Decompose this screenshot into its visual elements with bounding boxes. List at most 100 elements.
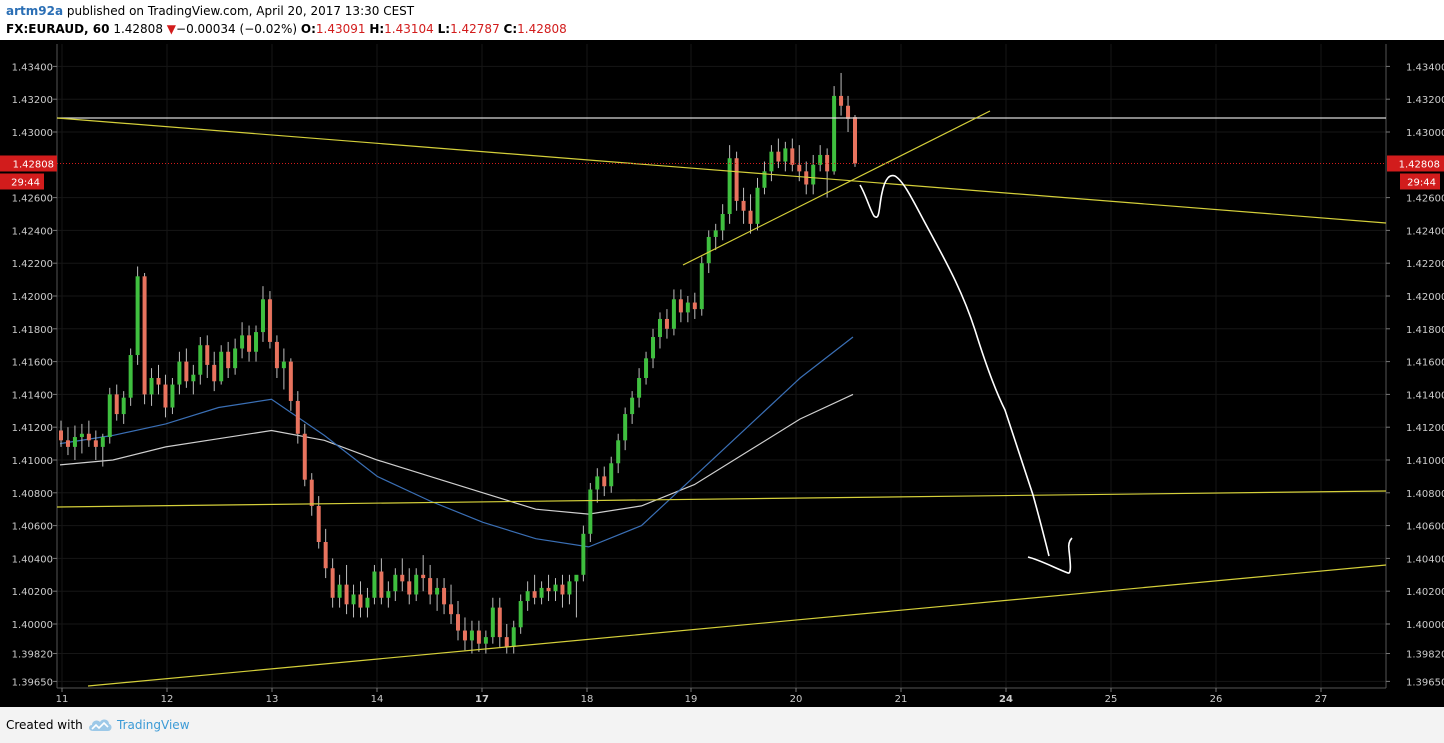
last-price-tag-left <box>0 155 57 172</box>
candle-body <box>149 378 154 395</box>
candle <box>476 620 481 652</box>
candle-body <box>163 384 168 408</box>
candle-body <box>511 627 516 647</box>
candle <box>734 151 739 211</box>
candle-body <box>212 364 217 382</box>
candle-body <box>365 597 370 608</box>
candle-body <box>839 95 844 106</box>
tradingview-cloud-icon[interactable] <box>87 716 113 734</box>
candle <box>212 351 217 392</box>
candle <box>163 374 168 418</box>
candle <box>65 427 70 456</box>
candle-body <box>386 591 391 598</box>
last-price-tag-right-value: 1.42808 <box>1399 159 1440 170</box>
candle <box>469 620 474 654</box>
high-value: 1.43104 <box>384 22 434 36</box>
candle <box>93 430 98 460</box>
chart-header: artm92a published on TradingView.com, Ap… <box>0 0 1444 40</box>
candle <box>755 177 760 231</box>
publish-info: artm92a published on TradingView.com, Ap… <box>6 4 414 18</box>
candle-body <box>483 637 488 644</box>
candle <box>574 574 579 618</box>
candle <box>560 574 565 608</box>
candle <box>191 364 196 395</box>
horizontal-support-line[interactable] <box>56 490 1387 508</box>
candle-body <box>421 574 426 579</box>
candle-body <box>65 440 70 447</box>
candle <box>664 309 669 339</box>
candle <box>407 568 412 605</box>
tradingview-link[interactable]: TradingView <box>117 718 190 732</box>
candle <box>288 358 293 411</box>
candle-body <box>497 607 502 638</box>
candle <box>198 337 203 385</box>
low-label: L: <box>437 22 451 36</box>
low-value: 1.42787 <box>450 22 500 36</box>
grid <box>57 44 1386 688</box>
candle <box>727 145 732 224</box>
candle <box>539 581 544 605</box>
y-tick-label-right: 1.40200 <box>1406 587 1444 598</box>
x-tick-label: 13 <box>266 694 279 705</box>
open-value: 1.43091 <box>315 22 366 36</box>
candle-body <box>191 374 196 382</box>
price-chart[interactable]: 1.43400 1.43400 1.43200 1.43200 1.43000 1.430… <box>0 40 1444 707</box>
candle <box>497 597 502 647</box>
candle-body <box>400 574 405 582</box>
candle <box>532 574 537 605</box>
x-tick-label: 25 <box>1105 694 1118 705</box>
candle-body <box>623 414 628 441</box>
x-tick-label: 26 <box>1210 694 1223 705</box>
candle <box>400 558 405 592</box>
lower-support-trendline[interactable] <box>87 564 1387 687</box>
y-tick-label-right: 1.41600 <box>1406 358 1444 369</box>
candle <box>602 466 607 497</box>
candle-body <box>177 361 182 385</box>
candle-body <box>804 171 809 185</box>
candle-body <box>267 299 272 342</box>
candle-body <box>435 587 440 595</box>
candle-body <box>664 318 669 329</box>
candle <box>678 289 683 323</box>
y-tick-label-right: 1.42200 <box>1406 259 1444 270</box>
x-tick-label: 19 <box>685 694 698 705</box>
candle-body <box>532 591 537 598</box>
candle-body <box>302 433 307 480</box>
publish-text: published on TradingView.com, April 20, … <box>66 4 415 18</box>
candle-body <box>518 601 523 628</box>
author-link[interactable]: artm92a <box>6 4 64 18</box>
candle-body <box>567 581 572 595</box>
descending-trendline[interactable] <box>56 117 1387 224</box>
candle-body <box>358 594 363 608</box>
candle <box>825 148 830 198</box>
candle-body <box>462 630 467 641</box>
last-price: 1.42808 <box>113 22 163 36</box>
candle-body <box>762 171 767 188</box>
candle <box>358 581 363 618</box>
candle-body <box>135 276 140 356</box>
candle-body <box>72 437 77 447</box>
x-tick-label: 14 <box>371 694 384 705</box>
last-price-tag-left-value: 1.42808 <box>13 159 54 170</box>
y-tick-label-right: 1.43400 <box>1406 62 1444 73</box>
x-tick-label: 24 <box>999 694 1013 705</box>
candle <box>741 187 746 224</box>
candle-body <box>281 361 286 369</box>
ascending-trendline[interactable] <box>682 110 991 266</box>
y-tick-label-left: 1.42400 <box>12 226 53 237</box>
candle <box>379 558 384 605</box>
y-tick-label-right: 1.40400 <box>1406 554 1444 565</box>
candles <box>59 72 857 654</box>
y-tick-label-left: 1.41400 <box>12 390 53 401</box>
candle-body <box>825 154 830 172</box>
last-price-tag-right-timer <box>1400 173 1440 190</box>
candle-body <box>254 332 259 352</box>
close-value: 1.42808 <box>517 22 567 36</box>
candle <box>748 194 753 234</box>
candle-body <box>504 637 509 647</box>
candle-body <box>539 587 544 598</box>
candle-body <box>295 400 300 434</box>
candle <box>59 420 63 447</box>
candle-body <box>442 587 447 605</box>
candle <box>644 351 649 385</box>
